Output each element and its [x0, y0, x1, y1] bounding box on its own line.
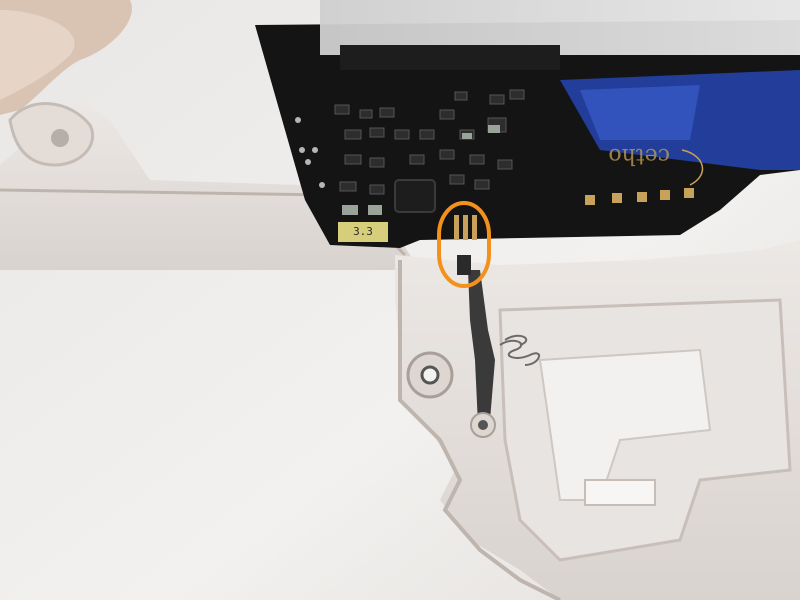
housing-ring-left — [8, 102, 94, 167]
screw-hole-small — [478, 420, 488, 430]
highlight-oval — [437, 201, 491, 288]
contact-pin — [457, 255, 471, 275]
pcb-contact-fingers — [454, 215, 477, 240]
blue-component-light — [580, 85, 700, 140]
inner-wall — [538, 348, 712, 501]
spring — [499, 334, 540, 366]
pcb-silkscreen-arc — [681, 149, 704, 186]
pcb-main-chip — [394, 179, 436, 213]
finger-highlight — [0, 10, 75, 100]
slot — [584, 479, 656, 506]
pcb-gold-pads — [585, 188, 694, 205]
housing-left-arm — [0, 100, 420, 270]
pcb-top-module-shadow — [340, 45, 560, 70]
metal-contact-strip — [468, 270, 495, 425]
pcb-voltage-label: 3.3 — [338, 222, 388, 242]
pcb-brand-text: cetho — [608, 143, 670, 168]
housing-hole-left — [51, 129, 69, 147]
housing-outline — [398, 260, 561, 600]
pcb-edge-pads — [295, 117, 325, 188]
pcb-light-parts — [342, 125, 500, 215]
screw-hole-large — [420, 365, 440, 385]
